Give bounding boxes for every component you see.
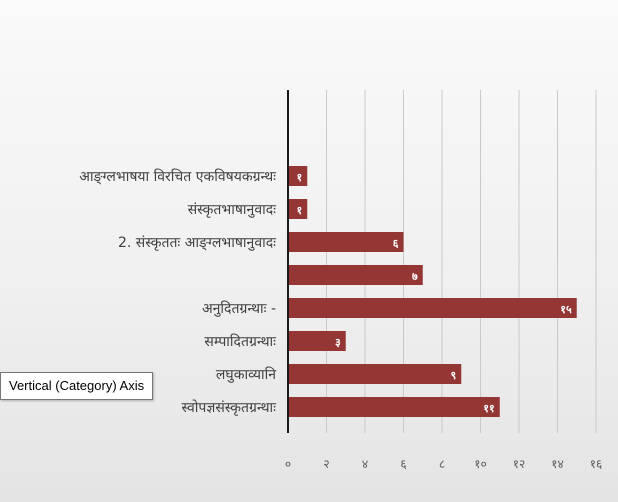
data-label: १ [297,171,303,184]
bar [288,232,404,252]
data-label: ३ [335,336,341,349]
category-labels-group: आङ्ग्लभाषया विरचित एकविषयकग्रन्थः संस्कृत… [79,168,277,416]
bar [288,331,346,351]
bar [288,199,308,219]
bar [288,298,577,318]
data-label: ९ [451,369,457,382]
tick-labels-group: ० २ ४ ६ ८ १० १२ १४ १६ [285,457,602,471]
gridlines [326,90,597,433]
data-label: १५ [560,303,572,316]
x-tick-label: ६ [400,457,406,471]
category-label: संस्कृतभाषानुवादः [188,202,277,218]
x-tick-label: ८ [439,457,445,471]
axis-tooltip: Vertical (Category) Axis [0,372,154,400]
x-tick-label: ० [285,457,291,471]
bar [288,397,500,417]
category-label: आङ्ग्लभाषया विरचित एकविषयकग्रन्थः [79,168,277,185]
x-tick-label: १० [474,457,486,471]
bar [288,166,308,186]
category-label: लघुकाव्यानि [216,366,276,383]
category-label: 2. संस्कृततः आङ्ग्लभाषानुवादः [118,235,277,251]
data-label: ७ [412,270,418,283]
x-tick-label: २ [323,457,329,471]
bar [288,364,462,384]
x-tick-label: १२ [513,457,525,471]
bars-group [288,166,577,417]
data-label: ६ [393,237,399,250]
x-tick-label: १४ [551,457,563,471]
category-label: स्वोपज्ञसंस्कृतग्रन्थाः [182,399,278,416]
bar [288,265,423,285]
x-tick-label: १६ [590,457,602,471]
data-label: १ [297,204,303,217]
category-label: सम्पादितग्रन्थाः [204,333,277,350]
x-tick-label: ४ [362,457,368,471]
category-label: अनुदितग्रन्थाः - [202,300,276,317]
data-label: ११ [483,402,494,415]
